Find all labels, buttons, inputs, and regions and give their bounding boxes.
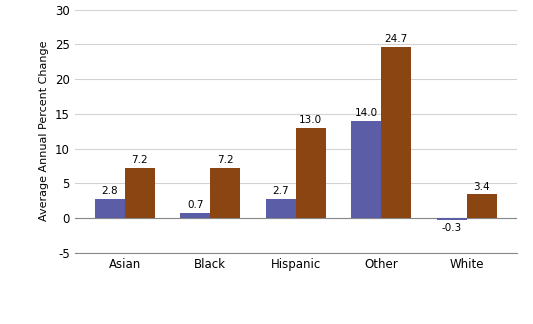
Bar [266,199,296,218]
Text: 13.0: 13.0 [299,115,322,125]
Y-axis label: Average Annual Percent Change: Average Annual Percent Change [39,41,50,222]
Bar [382,47,411,218]
Text: 7.2: 7.2 [131,155,148,165]
Text: 7.2: 7.2 [217,155,233,165]
Text: 0.7: 0.7 [187,200,204,210]
Bar [437,218,467,220]
Text: 14.0: 14.0 [355,108,378,118]
Text: 3.4: 3.4 [474,182,490,191]
Bar [467,194,497,218]
Text: 24.7: 24.7 [385,34,408,44]
Bar [95,199,125,218]
Bar [351,121,382,218]
Text: -0.3: -0.3 [442,223,462,233]
Bar [125,168,155,218]
Bar [296,128,326,218]
Text: 2.8: 2.8 [101,186,118,196]
Bar [180,213,210,218]
Bar [210,168,240,218]
Text: 2.7: 2.7 [272,187,289,196]
